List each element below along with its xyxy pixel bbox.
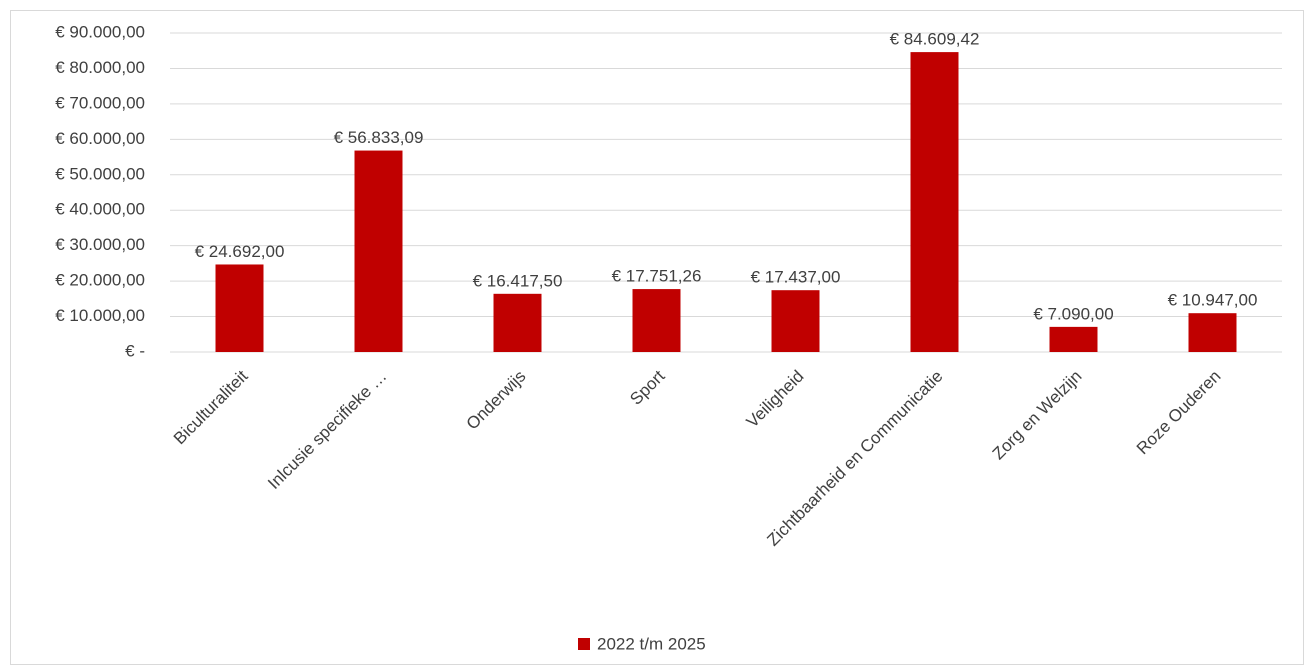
data-label: € 7.090,00 xyxy=(1033,304,1113,323)
y-tick-label: € 60.000,00 xyxy=(55,129,145,148)
y-tick-label: € 40.000,00 xyxy=(55,200,145,219)
data-label: € 24.692,00 xyxy=(195,242,285,261)
y-tick-label: € 50.000,00 xyxy=(55,164,145,183)
bar xyxy=(354,150,403,352)
legend-label: 2022 t/m 2025 xyxy=(597,634,706,653)
bar xyxy=(632,289,681,352)
bar xyxy=(493,293,542,352)
bar xyxy=(215,264,264,352)
y-tick-label: € 70.000,00 xyxy=(55,93,145,112)
y-tick-label: € 20.000,00 xyxy=(55,271,145,290)
data-label: € 84.609,42 xyxy=(890,30,980,49)
y-tick-label: € - xyxy=(125,341,145,360)
data-label: € 17.437,00 xyxy=(751,268,841,287)
data-label: € 10.947,00 xyxy=(1168,291,1258,310)
bar xyxy=(910,52,959,352)
y-tick-label: € 80.000,00 xyxy=(55,58,145,77)
legend-swatch xyxy=(578,638,590,650)
data-label: € 56.833,09 xyxy=(334,128,424,147)
y-tick-label: € 10.000,00 xyxy=(55,306,145,325)
y-tick-label: € 90.000,00 xyxy=(55,22,145,41)
bar xyxy=(1049,326,1098,352)
data-label: € 17.751,26 xyxy=(612,267,702,286)
bar xyxy=(771,290,820,352)
y-tick-label: € 30.000,00 xyxy=(55,235,145,254)
data-label: € 16.417,50 xyxy=(473,271,563,290)
bar xyxy=(1188,313,1237,352)
